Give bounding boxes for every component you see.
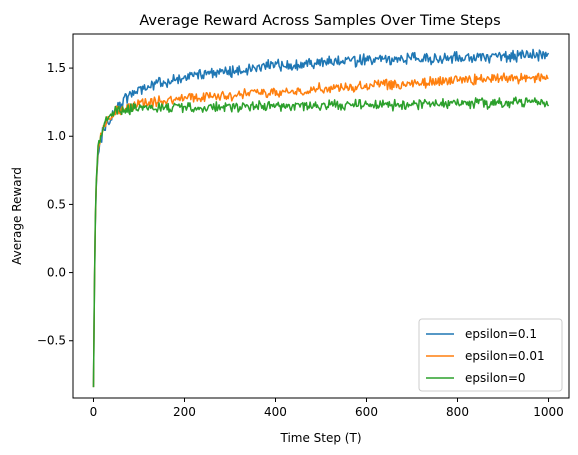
y-axis-ticks: −0.5 0.0 0.5 1.0 1.5: [37, 61, 73, 348]
series-line-2: [92, 96, 550, 388]
legend-label: epsilon=0.01: [465, 349, 545, 363]
y-tick-label: 0.5: [47, 197, 66, 211]
legend: epsilon=0.1 epsilon=0.01 epsilon=0: [418, 318, 563, 392]
legend-label: epsilon=0.1: [465, 327, 537, 341]
x-tick-label: 0: [90, 405, 98, 419]
legend-box: [418, 318, 563, 392]
plot-area-frame: [72, 33, 570, 399]
x-tick-label: 200: [173, 405, 196, 419]
y-tick-label: 1.5: [47, 61, 66, 75]
x-axis-label: Time Step (T): [279, 431, 361, 445]
y-axis-label: Average Reward: [10, 167, 24, 265]
y-tick-label: −0.5: [37, 334, 66, 348]
x-tick-label: 800: [446, 405, 469, 419]
y-tick-label: 0.0: [47, 266, 66, 280]
chart-title: Average Reward Across Samples Over Time …: [139, 13, 500, 29]
series-lines: [92, 48, 550, 388]
series-line-0: [92, 48, 550, 388]
y-tick-label: 1.0: [47, 129, 66, 143]
x-tick-label: 400: [264, 405, 287, 419]
x-tick-label: 600: [355, 405, 378, 419]
legend-label: epsilon=0: [465, 371, 526, 385]
x-tick-label: 1000: [533, 405, 564, 419]
series-line-1: [92, 72, 549, 388]
x-axis-ticks: 0 200 400 600 800 1000: [90, 398, 564, 419]
